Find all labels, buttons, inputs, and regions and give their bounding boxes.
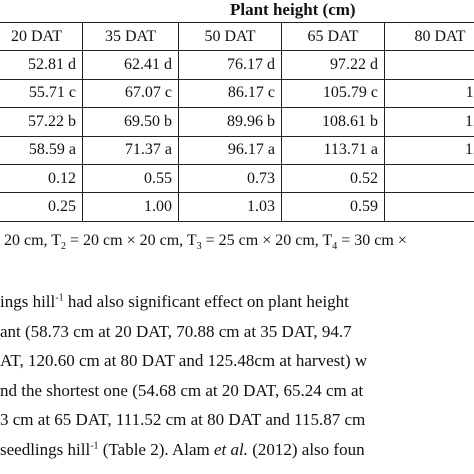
paragraph-line: ings hill-1 had also significant effect …: [0, 292, 349, 311]
table-cell: 1.03: [178, 192, 282, 222]
table-cell: 69.50 b: [82, 107, 179, 137]
table-header-row: 20 DAT 35 DAT 50 DAT 65 DAT 80 DAT: [0, 21, 474, 52]
table-cell: 0.52: [281, 163, 385, 194]
table-cell: 125: [384, 135, 474, 165]
table-cell: 105.79 c: [281, 78, 385, 109]
table-cell: 121: [384, 107, 474, 137]
table-cell: 57.22 b: [0, 107, 83, 137]
paragraph-line: AT, 120.60 cm at 80 DAT and 125.48cm at …: [0, 351, 368, 370]
table-cell: 52.81 d: [0, 50, 83, 80]
table-cell: 67.07 c: [82, 78, 179, 109]
column-header: 80 DAT: [384, 21, 474, 52]
table-cell: 0.55: [82, 163, 179, 194]
column-header: 20 DAT: [0, 21, 83, 52]
table-cell: 97.22 d: [281, 50, 385, 80]
table-cell: 0.25: [0, 192, 83, 222]
plant-height-table: 20 DAT 35 DAT 50 DAT 65 DAT 80 DAT 52.81…: [0, 21, 474, 222]
table-cell: 11: [384, 50, 474, 80]
column-header: 65 DAT: [281, 21, 385, 52]
table-footnote: 20 cm, T2 = 20 cm × 20 cm, T3 = 25 cm × …: [4, 232, 407, 253]
table-cell: 62.41 d: [82, 50, 179, 80]
table-cell: 113.71 a: [281, 135, 385, 165]
paragraph-line: seedlings hill-1 (Table 2). Alam et al. …: [0, 439, 365, 459]
table-cell: 0.59: [281, 192, 385, 222]
table-cell: 115: [384, 78, 474, 109]
paragraph-line: nd the shortest one (54.68 cm at 20 DAT,…: [0, 380, 364, 400]
table-group-header: Plant height (cm): [230, 0, 356, 19]
table-row: 52.81 d 62.41 d 76.17 d 97.22 d 11: [0, 50, 474, 80]
table-cell: 89.96 b: [178, 107, 282, 137]
table-cell: 108.61 b: [281, 107, 385, 137]
table-row: 0.25 1.00 1.03 0.59: [0, 192, 474, 222]
table-row: 0.12 0.55 0.73 0.52: [0, 163, 474, 194]
table-cell: 0.12: [0, 163, 83, 194]
column-header: 50 DAT: [178, 21, 282, 52]
table-cell: [384, 192, 474, 222]
table-row: 57.22 b 69.50 b 89.96 b 108.61 b 121: [0, 107, 474, 137]
table-row: 55.71 c 67.07 c 86.17 c 105.79 c 115: [0, 78, 474, 109]
table-cell: 0.73: [178, 163, 282, 194]
paragraph-line: ant (58.73 cm at 20 DAT, 70.88 cm at 35 …: [0, 321, 352, 341]
table-cell: 86.17 c: [178, 78, 282, 109]
body-paragraph: ings hill-1 had also significant effect …: [0, 292, 367, 469]
table-cell: 1.00: [82, 192, 179, 222]
table-cell: 55.71 c: [0, 78, 83, 109]
table-row: 58.59 a 71.37 a 96.17 a 113.71 a 125: [0, 135, 474, 165]
table-cell: 71.37 a: [82, 135, 179, 165]
table-cell: 58.59 a: [0, 135, 83, 165]
paragraph-line: 3 cm at 65 DAT, 111.52 cm at 80 DAT and …: [0, 410, 366, 429]
column-header: 35 DAT: [82, 21, 179, 52]
table-cell: [384, 163, 474, 194]
table-cell: 76.17 d: [178, 50, 282, 80]
table-cell: 96.17 a: [178, 135, 282, 165]
